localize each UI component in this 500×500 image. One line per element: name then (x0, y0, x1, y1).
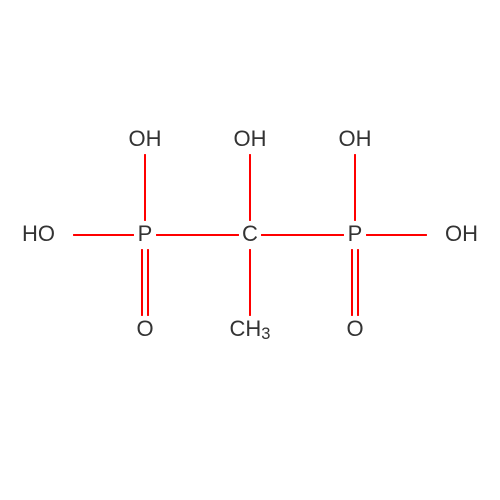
atom-oh_tr: OH (339, 126, 372, 151)
atom-oh_r: OH (445, 221, 478, 246)
atom-c_c: C (242, 221, 258, 246)
molecule-diagram: OH OH OH HO P C P OH O CH3 O (0, 0, 500, 500)
atom-ho_l: HO (22, 221, 55, 246)
atom-oh_tc: OH (234, 126, 267, 151)
atom-o_br: O (346, 316, 363, 341)
atom-ch3_bc: CH3 (230, 316, 271, 344)
atom-o_bl: O (136, 316, 153, 341)
atom-oh_tl: OH (129, 126, 162, 151)
atom-p_r: P (348, 221, 363, 246)
atom-p_l: P (138, 221, 153, 246)
